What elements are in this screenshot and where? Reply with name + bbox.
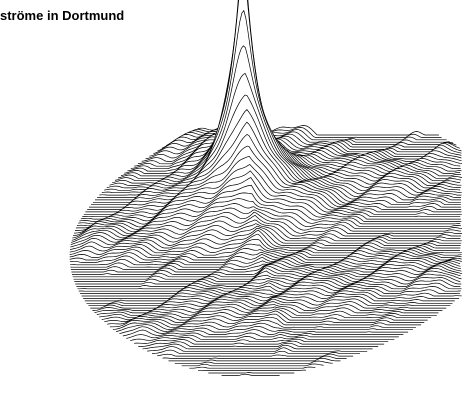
- surface-line: [70, 258, 461, 268]
- surface-line: [78, 192, 461, 225]
- surface-line: [92, 108, 461, 203]
- surface-line: [86, 294, 453, 304]
- surface-line: [85, 156, 462, 213]
- surface-line: [72, 219, 461, 239]
- surface-line: [69, 239, 462, 254]
- surface-line: [99, 45, 462, 196]
- surface-line: [95, 94, 461, 201]
- surface-line: [101, 9, 462, 194]
- surface-line: [92, 301, 443, 311]
- surface-line: [70, 255, 461, 266]
- surface-line: [109, 0, 462, 186]
- surface-line: [109, 319, 416, 328]
- surface-line: [106, 0, 461, 189]
- surface-line: [162, 355, 347, 359]
- surface-line: [82, 170, 461, 218]
- surface-line: [70, 260, 461, 270]
- surface-line: [83, 163, 462, 215]
- surface-line: [107, 316, 422, 326]
- surface-line: [72, 264, 463, 275]
- surface-line: [151, 349, 360, 355]
- surface-line: [147, 346, 368, 352]
- surface-line: [112, 322, 413, 331]
- surface-line: [87, 145, 462, 210]
- surface-line: [130, 336, 389, 343]
- surface-line: [142, 343, 373, 350]
- surface-line: [122, 329, 399, 338]
- surface-line: [77, 278, 462, 290]
- surface-line: [75, 273, 462, 285]
- surface-line: [174, 360, 333, 364]
- surface-line: [76, 276, 461, 287]
- surface-line: [221, 373, 280, 376]
- surface-line: [126, 334, 395, 340]
- surface-line: [157, 353, 354, 357]
- surface-line: [74, 270, 461, 282]
- chart-title: ströme in Dortmund: [0, 8, 124, 23]
- surface-line: [70, 227, 461, 246]
- surface-line: [83, 290, 460, 299]
- surface-line: [208, 372, 295, 374]
- surface-line: [69, 233, 460, 251]
- surface-line: [104, 313, 425, 323]
- surface-line: [153, 130, 462, 155]
- surface-line: [80, 284, 461, 294]
- surface-line: [90, 298, 447, 309]
- surface-line: [78, 281, 461, 292]
- surface-line: [104, 0, 461, 191]
- surface-line: [168, 357, 341, 362]
- surface-line: [149, 132, 462, 157]
- surface-line: [116, 324, 409, 333]
- surface-line: [81, 287, 462, 297]
- surface-line: [69, 253, 463, 263]
- surface-line: [73, 214, 462, 237]
- surface-line: [89, 133, 461, 208]
- surface-line: [90, 121, 461, 206]
- surface-line: [101, 310, 428, 321]
- surface-line: [72, 265, 461, 278]
- surface-line: [138, 341, 379, 347]
- surface-line: [99, 308, 432, 319]
- surface-line: [71, 225, 462, 244]
- surface-mask: [221, 374, 280, 382]
- surface-line: [94, 303, 439, 314]
- surface: [69, 0, 463, 382]
- surface-line: [181, 363, 324, 367]
- surface-line: [71, 223, 462, 242]
- surface-line: [97, 72, 462, 198]
- surface-line: [70, 229, 461, 249]
- surface-line: [119, 326, 404, 335]
- surface-line: [157, 130, 462, 153]
- surface-line: [75, 203, 462, 230]
- surface-line: [84, 292, 455, 302]
- surface-line: [73, 267, 462, 280]
- surface-line: [189, 366, 316, 369]
- surface-line: [76, 198, 462, 227]
- surface-line: [134, 339, 385, 345]
- surface-line: [69, 243, 462, 256]
- surface-line: [88, 296, 451, 307]
- surface-line: [80, 177, 461, 220]
- surface-line: [79, 184, 462, 222]
- surface-line: [96, 306, 437, 316]
- surface-line: [74, 207, 461, 232]
- surface-line: [198, 369, 307, 371]
